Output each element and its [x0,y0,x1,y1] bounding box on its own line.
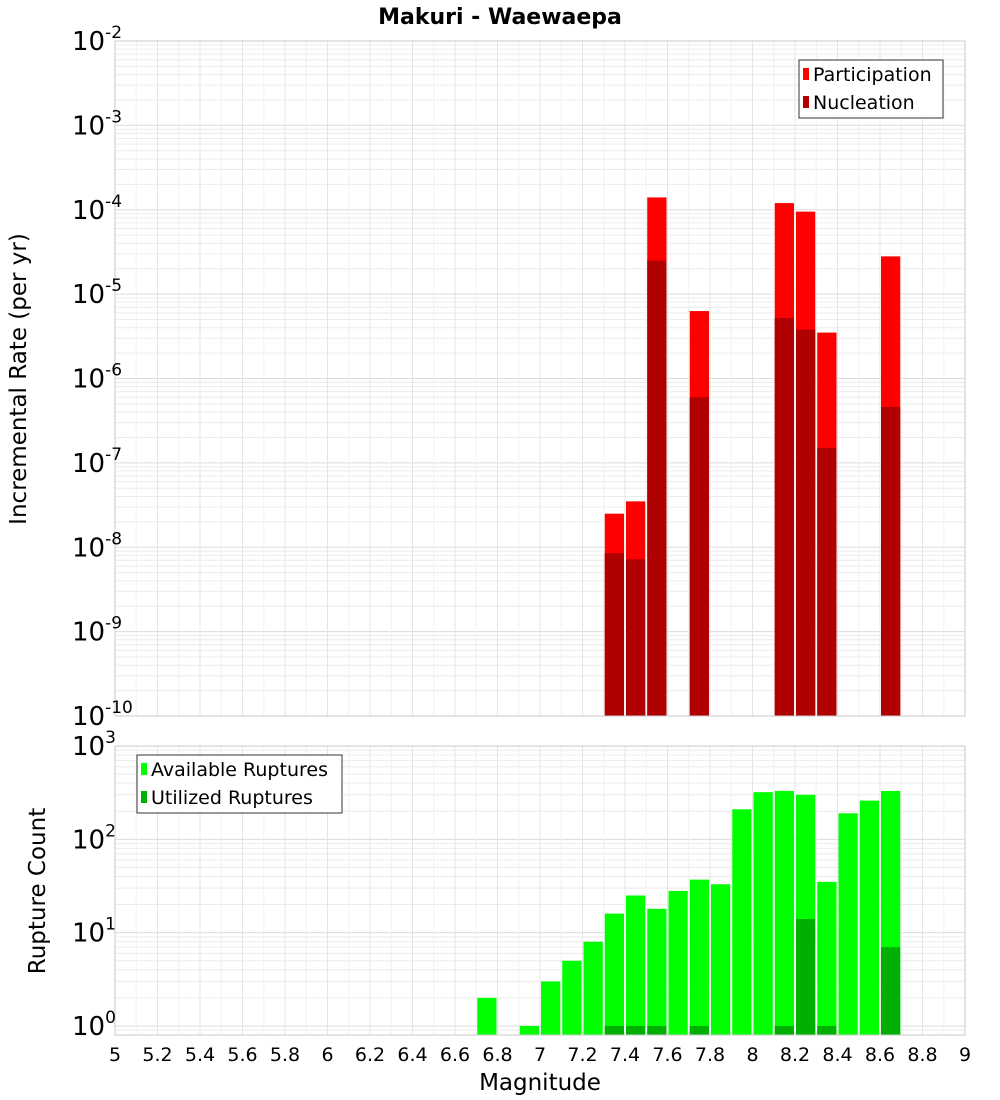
rate-y-axis-title: Incremental Rate (per yr) [6,233,32,525]
rate-y-tick-label: 10-10 [72,698,133,732]
rate-bars [604,197,901,717]
count-y-tick-label: 100 [72,1008,116,1042]
rate-bar-nucleation [604,553,624,716]
count-legend-swatch [141,763,147,775]
rate-y-tick-label: 10-4 [72,192,122,226]
rate-y-tick-label: 10-9 [72,614,122,648]
count-legend-box [136,754,343,814]
x-tick-label: 7 [534,1044,546,1066]
rate-y-tick-label: 10-7 [72,445,122,479]
x-tick-label: 6 [321,1044,333,1066]
x-tick-label: 5 [109,1044,121,1066]
count-y-tick-label: 102 [72,821,116,855]
count-bar-available-ruptures [541,981,561,1035]
count-bar-available-ruptures [817,881,837,1035]
rate-y-tick-label: 10-2 [72,23,122,57]
count-y-tick-labels: 100 101 102 103 [72,728,116,1042]
count-bar-available-ruptures [519,1025,539,1035]
count-bar-available-ruptures [838,813,858,1035]
rate-bar-nucleation [817,448,837,716]
count-y-axis-title: Rupture Count [25,808,51,974]
count-panel: 100 101 102 103 Rupture Count Available Rup… [25,728,966,1042]
count-legend-label: Utilized Ruptures [151,787,313,809]
rate-y-tick-label: 10-8 [72,529,122,563]
rate-bar-nucleation [796,329,816,716]
rate-legend: Participation Nucleation [798,59,944,119]
rate-bar-nucleation [626,559,646,716]
count-bar-available-ruptures [774,790,794,1035]
rate-legend-label: Nucleation [813,92,915,114]
count-bar-available-ruptures [732,809,752,1035]
x-tick-label: 5.8 [270,1044,300,1066]
count-bar-utilized-ruptures [817,1025,837,1035]
x-tick-label: 6.4 [397,1044,427,1066]
rate-legend-swatch [803,68,809,80]
x-tick-label: 9 [959,1044,971,1066]
x-tick-label: 6.8 [482,1044,512,1066]
count-y-tick-label: 101 [72,915,116,949]
x-tick-label: 7.6 [652,1044,682,1066]
count-bar-available-ruptures [626,895,646,1035]
count-bar-utilized-ruptures [881,947,901,1035]
chart-title: Makuri - Waewaepa [378,5,622,30]
count-bar-available-ruptures [711,884,731,1035]
x-tick-label: 8.4 [822,1044,852,1066]
rate-legend-box [798,59,944,119]
count-bar-available-ruptures [668,890,688,1035]
rate-legend-label: Participation [813,64,932,86]
rate-y-tick-labels: 10-10 10-9 10-8 10-7 10-6 10-5 10-4 10-3 10-2 [72,23,133,732]
x-tick-labels: 5 5.2 5.4 5.6 5.8 6 6.2 6.4 6.6 6.8 7 7.2 7.4 7.6 7.8 8… [109,1044,971,1066]
rate-bar-nucleation [774,318,794,716]
count-bar-available-ruptures [477,997,497,1035]
count-y-tick-label: 103 [72,728,116,762]
x-tick-label: 7.8 [695,1044,725,1066]
rate-y-tick-label: 10-6 [72,361,122,395]
count-bar-available-ruptures [859,800,879,1035]
x-axis-title: Magnitude [479,1070,601,1096]
x-tick-label: 5.4 [185,1044,215,1066]
count-bar-available-ruptures [647,908,667,1035]
x-tick-label: 7.2 [567,1044,597,1066]
count-bar-utilized-ruptures [647,1025,667,1035]
x-tick-label: 8.6 [865,1044,895,1066]
count-legend-swatch [141,791,147,803]
count-bar-available-ruptures [562,960,582,1035]
x-tick-label: 7.4 [610,1044,640,1066]
count-bar-available-ruptures [753,792,773,1035]
rate-bar-nucleation [881,406,901,716]
count-bars [477,790,901,1035]
rate-legend-swatch [803,96,809,108]
rate-gridlines [115,40,965,717]
x-tick-label: 8.2 [780,1044,810,1066]
rate-y-tick-label: 10-3 [72,107,122,141]
count-bar-utilized-ruptures [689,1025,709,1035]
count-bar-utilized-ruptures [604,1025,624,1035]
rate-bar-nucleation [647,260,667,716]
count-bar-utilized-ruptures [626,1025,646,1035]
count-bar-utilized-ruptures [774,1025,794,1035]
x-tick-label: 6.6 [440,1044,470,1066]
count-legend: Available Ruptures Utilized Ruptures [136,754,343,814]
count-bar-available-ruptures [583,941,603,1035]
rate-y-tick-label: 10-5 [72,276,122,310]
count-bar-available-ruptures [604,913,624,1035]
count-bar-available-ruptures [689,879,709,1035]
rate-panel: 10-10 10-9 10-8 10-7 10-6 10-5 10-4 10-3 10-2 In… [6,23,966,732]
x-tick-label: 8.8 [907,1044,937,1066]
count-legend-label: Available Ruptures [151,759,328,781]
count-bar-utilized-ruptures [796,919,816,1035]
x-tick-label: 8 [746,1044,758,1066]
x-tick-label: 5.2 [142,1044,172,1066]
rate-bar-nucleation [689,397,709,716]
x-tick-label: 5.6 [227,1044,257,1066]
x-tick-label: 6.2 [355,1044,385,1066]
